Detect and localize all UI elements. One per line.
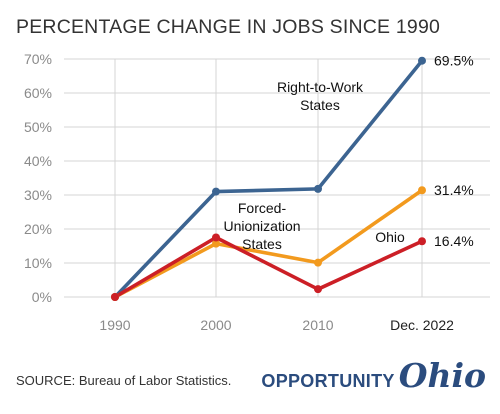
x-tick-label: 2000 [200,317,231,333]
x-tick-label: Dec. 2022 [390,317,454,333]
y-tick-label: 10% [24,255,52,271]
logo-script: Ohio [398,356,486,395]
data-point [212,233,220,242]
end-value-label: 31.4% [434,182,474,198]
x-tick-label: 2010 [302,317,333,333]
series-name-label: Right-to-Work [277,79,364,95]
grid-lines [64,58,490,298]
source-note: SOURCE: Bureau of Labor Statistics. [16,373,232,388]
y-tick-label: 30% [24,187,52,203]
axis-labels: 0% 10% 20% 30% 40% 50% 60% 70% 1990 2000 2010 Dec. … [24,51,454,333]
series-line [113,235,424,299]
series-lines [113,58,424,299]
end-value-label: 69.5% [434,53,474,69]
series-labels: 69.5% Right-to-Work States 31.4% Forced- Unio… [223,53,473,252]
data-point [314,258,322,267]
y-tick-label: 20% [24,221,52,237]
series-name-label: States [300,97,340,113]
y-tick-label: 50% [24,119,52,135]
series-name-label: Ohio [375,229,405,245]
data-point [418,186,426,195]
data-point [418,56,426,65]
series-name-label: States [242,236,282,252]
series-name-label: Forced- [238,200,287,216]
y-tick-label: 60% [24,85,52,101]
data-point [212,187,220,196]
series-line [113,188,424,299]
data-point [212,239,220,248]
x-tick-label: 1990 [99,317,130,333]
series-name-label: Unionization [223,218,300,234]
series-line [113,58,424,299]
data-point [111,293,119,301]
chart-title: PERCENTAGE CHANGE IN JOBS SINCE 1990 [16,16,441,38]
logo-wordmark: OPPORTUNITY [261,371,395,391]
data-point [314,285,322,294]
end-value-label: 16.4% [434,233,474,249]
opportunity-ohio-logo: OPPORTUNITY Ohio [261,356,486,396]
data-point [314,184,322,193]
y-tick-label: 40% [24,153,52,169]
y-tick-label: 70% [24,51,52,67]
y-tick-label: 0% [32,289,52,305]
data-points [111,56,426,301]
data-point [418,237,426,246]
